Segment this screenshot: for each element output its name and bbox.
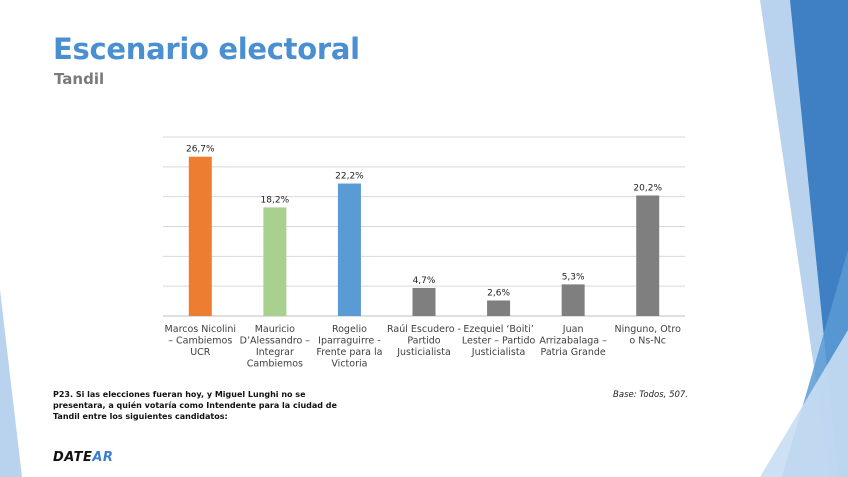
page-title: Escenario electoral xyxy=(53,32,360,66)
category-label-7: Ninguno, Otro o Ns-Nc xyxy=(615,324,682,347)
bar-1 xyxy=(188,156,212,316)
right-bottom-light-shape xyxy=(760,330,848,477)
data-label-2: 18,2% xyxy=(261,195,290,205)
logo-part-2: AR xyxy=(92,450,114,465)
bar-5 xyxy=(487,300,511,316)
data-label-7: 20,2% xyxy=(633,183,662,193)
bar-6 xyxy=(561,284,585,316)
question-text: P23. Si las elecciones fueran hoy, y Mig… xyxy=(53,390,337,421)
page-subtitle: Tandil xyxy=(54,70,105,88)
data-label-6: 5,3% xyxy=(562,272,585,282)
category-label-2: Mauricio D’Alessandro – Integrar Cambiemos xyxy=(240,324,311,370)
left-accent-shape xyxy=(0,290,22,477)
logo-part-1: DATE xyxy=(53,450,93,465)
category-label-1: Marcos Nicolini – Cambiemos UCR xyxy=(165,324,236,358)
bar-7 xyxy=(636,195,660,316)
data-label-3: 22,2% xyxy=(335,172,364,182)
data-label-5: 2,6% xyxy=(487,288,510,298)
bar-3 xyxy=(337,183,361,316)
data-label-4: 4,7% xyxy=(413,276,436,286)
category-label-4: Raúl Escudero -Partido Justicialista xyxy=(387,324,461,358)
bar-2 xyxy=(263,207,287,316)
datear-logo: DATEAR xyxy=(53,450,113,465)
data-label-1: 26,7% xyxy=(186,145,215,155)
category-label-5: Ezequiel ‘Boiti’ Lester – Partido Justicia… xyxy=(462,324,536,358)
bar-4 xyxy=(412,287,436,316)
category-label-3: Rogelio Iparraguirre -Frente para la Victo… xyxy=(316,324,382,370)
base-note: Base: Todos, 507. xyxy=(613,390,688,400)
category-label-6: Juan Arrizabalaga – Patria Grande xyxy=(539,324,607,358)
